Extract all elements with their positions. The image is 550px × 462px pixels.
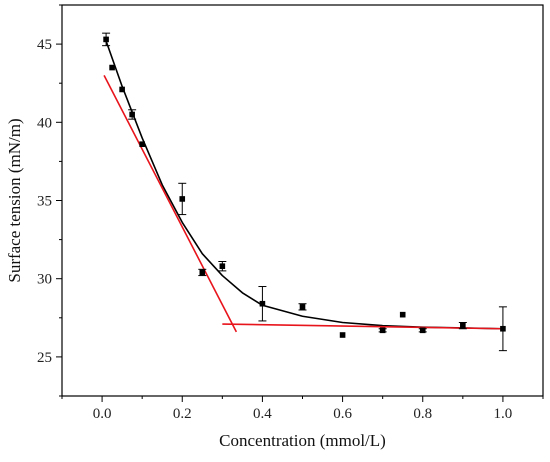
data-point — [500, 325, 506, 332]
plot-frame — [61, 4, 544, 397]
x-axis-title: Concentration (mmol/L) — [219, 431, 386, 450]
x-tick-label: 0.0 — [93, 406, 112, 422]
data-point — [460, 322, 466, 329]
y-tick-label: 45 — [37, 37, 52, 53]
linear-fit-line-steep — [103, 75, 238, 333]
x-tick-label: 0.8 — [413, 406, 432, 422]
data-point — [139, 141, 145, 147]
data-layer — [102, 32, 507, 352]
y-tick-label: 25 — [37, 350, 52, 366]
y-axis-title: Surface tension (mN/m) — [5, 118, 24, 282]
data-point — [419, 327, 426, 334]
y-tick-label: 35 — [37, 194, 52, 210]
x-tick-label: 0.6 — [333, 406, 352, 422]
data-point — [379, 327, 386, 334]
data-point — [103, 36, 109, 43]
data-point — [399, 311, 406, 318]
data-point — [259, 300, 266, 307]
x-tick-label: 1.0 — [494, 406, 513, 422]
linear-fit-line-flat — [222, 323, 503, 330]
x-tick-label: 0.2 — [173, 406, 192, 422]
x-tick-label: 0.4 — [253, 406, 272, 422]
y-tick-label: 30 — [37, 272, 52, 288]
axes-layer: 0.0 0.2 0.4 0.6 0.8 1.0 25 30 35 40 45 — [37, 4, 544, 422]
data-point — [219, 263, 226, 269]
y-tick-label: 40 — [37, 115, 52, 131]
data-point — [129, 111, 135, 118]
fit-curve-line — [105, 40, 503, 330]
data-point — [199, 269, 206, 276]
data-point — [339, 332, 346, 338]
data-point — [119, 86, 125, 93]
data-point — [299, 304, 306, 310]
data-point — [109, 64, 115, 71]
data-point — [179, 196, 186, 202]
